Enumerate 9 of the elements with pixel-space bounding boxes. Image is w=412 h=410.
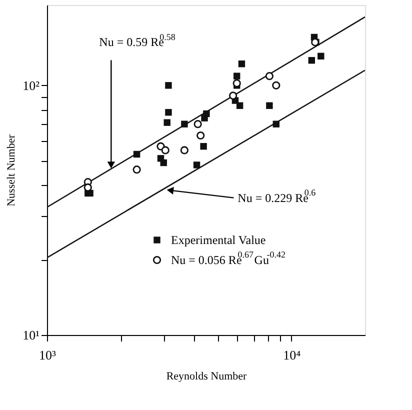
y-tick-label: 10¹ [22,328,40,342]
y-axis-title: Nusselt Number [6,134,18,206]
annotation: Nu = 0.229 Re0.6 [238,187,316,205]
legend-label: Experimental Value [171,233,266,247]
x-axis-title: Reynolds Number [166,370,248,382]
x-tick-label: 10⁴ [283,348,302,362]
y-tick-label: 10² [22,78,40,93]
annotation: Nu = 0.59 Re0.58 [99,32,176,50]
x-tick-label: 10³ [39,348,56,362]
